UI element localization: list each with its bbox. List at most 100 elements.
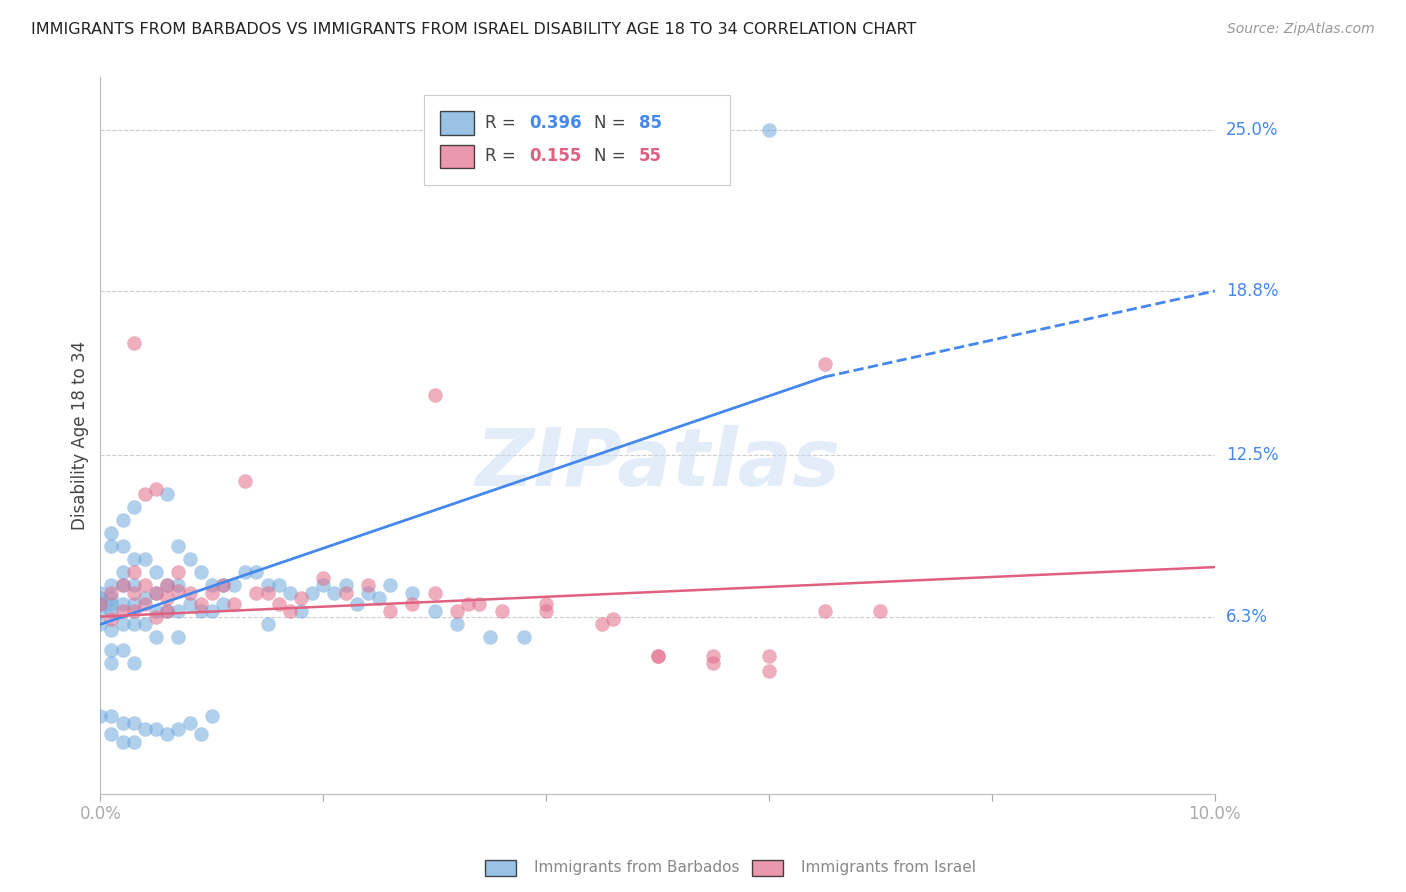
Point bbox=[423, 586, 446, 600]
Point bbox=[134, 591, 156, 606]
Point bbox=[100, 727, 122, 741]
Text: 25.0%: 25.0% bbox=[1226, 120, 1278, 138]
Point bbox=[145, 482, 167, 496]
Point bbox=[179, 586, 201, 600]
Point bbox=[89, 604, 111, 618]
Point bbox=[256, 578, 278, 592]
Point bbox=[111, 716, 134, 731]
Point bbox=[100, 604, 122, 618]
Point bbox=[89, 591, 111, 606]
Point bbox=[111, 734, 134, 748]
Text: R =: R = bbox=[485, 113, 520, 131]
Point bbox=[222, 597, 245, 611]
Point bbox=[401, 586, 423, 600]
Point bbox=[357, 578, 380, 592]
Point bbox=[190, 597, 212, 611]
Point bbox=[145, 631, 167, 645]
Text: 6.3%: 6.3% bbox=[1226, 607, 1268, 625]
Point bbox=[758, 122, 780, 136]
Point bbox=[301, 586, 323, 600]
Text: N =: N = bbox=[595, 113, 631, 131]
Point bbox=[156, 487, 179, 501]
Point bbox=[156, 578, 179, 592]
Point bbox=[100, 586, 122, 600]
Point bbox=[647, 648, 669, 663]
Point bbox=[201, 586, 224, 600]
Point bbox=[233, 566, 256, 580]
Point bbox=[758, 648, 780, 663]
Point bbox=[167, 604, 190, 618]
Point bbox=[212, 578, 235, 592]
Text: Source: ZipAtlas.com: Source: ZipAtlas.com bbox=[1227, 22, 1375, 37]
Point bbox=[111, 578, 134, 592]
Point bbox=[122, 604, 145, 618]
Text: Immigrants from Israel: Immigrants from Israel bbox=[801, 860, 976, 874]
Point bbox=[312, 578, 335, 592]
Point bbox=[89, 597, 111, 611]
Point bbox=[256, 586, 278, 600]
Point bbox=[758, 665, 780, 679]
Text: 85: 85 bbox=[638, 113, 662, 131]
Point bbox=[190, 566, 212, 580]
Point bbox=[245, 566, 267, 580]
Point bbox=[346, 597, 368, 611]
Point bbox=[145, 722, 167, 736]
Point bbox=[491, 604, 513, 618]
Point bbox=[602, 612, 624, 626]
Point bbox=[167, 578, 190, 592]
Point bbox=[267, 578, 290, 592]
Text: 0.155: 0.155 bbox=[530, 147, 582, 165]
Point bbox=[111, 513, 134, 527]
Point bbox=[156, 591, 179, 606]
Point bbox=[100, 643, 122, 657]
FancyBboxPatch shape bbox=[440, 112, 474, 135]
Point bbox=[122, 597, 145, 611]
Point bbox=[201, 708, 224, 723]
Point bbox=[111, 578, 134, 592]
Point bbox=[256, 617, 278, 632]
Text: 0.396: 0.396 bbox=[530, 113, 582, 131]
Point bbox=[423, 388, 446, 402]
Point bbox=[190, 604, 212, 618]
Point bbox=[468, 597, 491, 611]
Point bbox=[122, 336, 145, 351]
Point bbox=[89, 617, 111, 632]
Point bbox=[100, 578, 122, 592]
Point bbox=[814, 604, 837, 618]
Point bbox=[245, 586, 267, 600]
Point bbox=[122, 734, 145, 748]
Point bbox=[111, 539, 134, 553]
Point bbox=[323, 586, 346, 600]
Point bbox=[534, 597, 557, 611]
Point bbox=[457, 597, 479, 611]
Text: 18.8%: 18.8% bbox=[1226, 282, 1278, 300]
Point bbox=[290, 591, 312, 606]
Point bbox=[100, 597, 122, 611]
Point bbox=[122, 617, 145, 632]
Point bbox=[100, 539, 122, 553]
Point bbox=[134, 487, 156, 501]
Point bbox=[100, 623, 122, 637]
Point bbox=[201, 604, 224, 618]
Text: ZIPatlas: ZIPatlas bbox=[475, 425, 839, 503]
Point bbox=[814, 357, 837, 371]
Point bbox=[89, 597, 111, 611]
Point bbox=[479, 631, 502, 645]
Point bbox=[122, 657, 145, 671]
Point bbox=[122, 586, 145, 600]
Point bbox=[179, 552, 201, 566]
Point bbox=[156, 604, 179, 618]
Point bbox=[357, 586, 380, 600]
Point bbox=[134, 578, 156, 592]
Point bbox=[378, 604, 401, 618]
Point bbox=[134, 722, 156, 736]
Point bbox=[122, 578, 145, 592]
Point bbox=[534, 604, 557, 618]
Point bbox=[89, 708, 111, 723]
Point bbox=[222, 578, 245, 592]
Point bbox=[122, 552, 145, 566]
Point bbox=[179, 716, 201, 731]
Point bbox=[401, 597, 423, 611]
Point bbox=[190, 727, 212, 741]
Point bbox=[335, 586, 357, 600]
